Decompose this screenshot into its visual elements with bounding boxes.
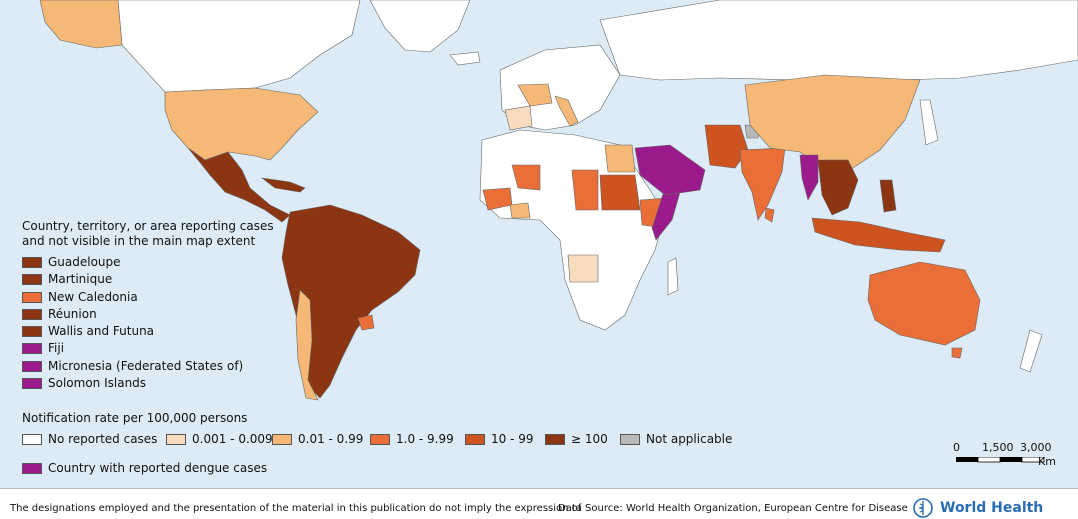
legend-label: Martinique [48, 272, 113, 286]
legend-swatch [22, 433, 42, 445]
scale-tick-1500: 1,500 [982, 441, 1014, 454]
india-region [739, 147, 786, 221]
legend-label: No reported cases [48, 432, 158, 446]
legend-label: Wallis and Futuna [48, 324, 155, 338]
legend-swatch [166, 433, 186, 445]
france-region [517, 83, 553, 107]
disclaimer-text: The designations employed and the presen… [10, 503, 582, 514]
chile-region [295, 289, 319, 401]
myanmar-region [799, 154, 819, 201]
alaska-region [39, 0, 123, 49]
legend-swatch [22, 291, 42, 303]
chad-region [571, 169, 599, 211]
legend-label: 1.0 - 9.99 [396, 432, 454, 446]
philippines-region [879, 179, 897, 213]
mali-region [511, 164, 541, 191]
legend-swatch [22, 325, 42, 337]
legend-swatch [272, 433, 292, 445]
map-canvas [39, 0, 1078, 401]
greenland-region [369, 0, 471, 53]
scale-bar: 0 1,500 3,000 Km [950, 441, 1060, 471]
legend-label: New Caledonia [48, 290, 138, 304]
usa-region [164, 87, 319, 161]
legend-swatch [545, 433, 565, 445]
legend-label: 0.01 - 0.99 [298, 432, 364, 446]
legend-label: Micronesia (Federated States of) [48, 359, 244, 373]
legend-swatch [22, 256, 42, 268]
legend-swatch [620, 433, 640, 445]
scale-tick-3000: 3,000 [1020, 441, 1052, 454]
rate-legend-title: Notification rate per 100,000 persons [22, 411, 248, 425]
legend-item-new-caledonia: New Caledonia [22, 290, 138, 304]
legend-item-guadeloupe: Guadeloupe [22, 255, 121, 269]
iberia-region [504, 105, 533, 131]
small-areas-legend-title: Country, territory, or area reporting ca… [22, 219, 274, 249]
data-source-text: Data Source: World Health Organization, … [558, 503, 908, 514]
legend-item-reunion: Réunion [22, 307, 97, 321]
sri-lanka-region [764, 207, 775, 223]
legend-item-solomon-islands: Solomon Islands [22, 376, 146, 390]
new-zealand-region [1019, 329, 1043, 373]
legend-swatch [22, 342, 42, 354]
legend-item-martinique: Martinique [22, 272, 112, 286]
legend-label: Guadeloupe [48, 255, 121, 269]
rate-item-tier2: 0.01 - 0.99 [272, 432, 363, 446]
small-areas-title-line1: Country, territory, or area reporting ca… [22, 219, 274, 233]
namibia-region [567, 254, 599, 283]
legend-label: Not applicable [646, 432, 733, 446]
legend-label: 0.001 - 0.009 [192, 432, 273, 446]
russia-region [599, 0, 1078, 86]
rate-item-tier4: 10 - 99 [465, 432, 534, 446]
legend-item-wallis-futuna: Wallis and Futuna [22, 324, 154, 338]
legend-swatch [22, 273, 42, 285]
scale-tick-0: 0 [953, 441, 960, 454]
japan-region [919, 99, 939, 146]
indonesia-region [811, 217, 946, 253]
legend-swatch [22, 377, 42, 389]
rate-item-not-applicable: Not applicable [620, 432, 732, 446]
caribbean-region [260, 177, 306, 193]
legend-swatch [465, 433, 485, 445]
legend-swatch [22, 360, 42, 372]
rate-item-tier3: 1.0 - 9.99 [370, 432, 454, 446]
rate-item-tier5: ≥ 100 [545, 432, 608, 446]
tasmania-region [951, 347, 963, 359]
australia-region [867, 261, 981, 346]
legend-item-micronesia: Micronesia (Federated States of) [22, 359, 243, 373]
sudan-region [599, 174, 641, 211]
west-africa-region-b [509, 202, 531, 219]
legend-swatch [22, 462, 42, 474]
egypt-region [604, 144, 636, 173]
who-logo: World Health [912, 497, 1043, 519]
legend-item-fiji: Fiji [22, 341, 64, 355]
dengue-legend-item: Country with reported dengue cases [22, 461, 267, 475]
legend-label: Fiji [48, 341, 65, 355]
world-map: Country, territory, or area reporting ca… [0, 0, 1078, 488]
legend-label: Country with reported dengue cases [48, 461, 268, 475]
rate-item-no-cases: No reported cases [22, 432, 157, 446]
italy-region [554, 95, 579, 127]
southeast-asia-region [817, 159, 859, 216]
legend-label: 10 - 99 [491, 432, 534, 446]
mexico-central-america-region [187, 147, 291, 223]
madagascar-region [667, 257, 679, 296]
legend-swatch [370, 433, 390, 445]
who-logo-name: World Health [940, 500, 1044, 516]
scale-unit: Km [1038, 455, 1056, 468]
iceland-region [449, 51, 481, 66]
legend-swatch [22, 308, 42, 320]
legend-label: Réunion [48, 307, 97, 321]
scale-bar-graphic [956, 457, 1045, 463]
legend-label: ≥ 100 [571, 432, 608, 446]
arabian-peninsula-region [634, 144, 706, 196]
footer: The designations employed and the presen… [0, 488, 1078, 519]
canada-region [117, 0, 361, 93]
small-areas-title-line2: and not visible in the main map extent [22, 234, 256, 248]
uruguay-region [357, 314, 375, 331]
rate-item-tier1: 0.001 - 0.009 [166, 432, 273, 446]
south-america-region [281, 204, 421, 399]
legend-label: Solomon Islands [48, 376, 147, 390]
